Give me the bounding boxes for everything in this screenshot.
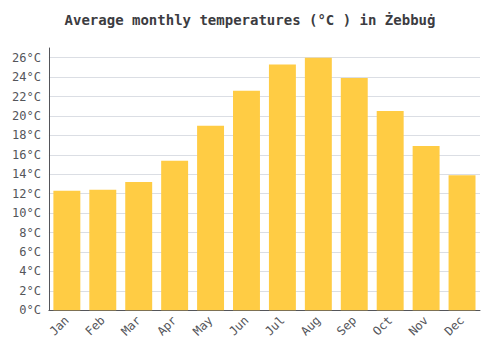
svg-text:2°C: 2°C [19, 284, 41, 298]
svg-text:Dec: Dec [442, 313, 467, 338]
svg-text:0°C: 0°C [19, 303, 41, 317]
svg-text:6°C: 6°C [19, 245, 41, 259]
svg-text:Jul: Jul [262, 313, 287, 338]
svg-text:24°C: 24°C [12, 70, 41, 84]
svg-text:14°C: 14°C [12, 167, 41, 181]
svg-text:22°C: 22°C [12, 90, 41, 104]
svg-text:Sep: Sep [334, 313, 359, 338]
svg-text:20°C: 20°C [12, 109, 41, 123]
svg-text:Jun: Jun [226, 313, 251, 338]
svg-text:Apr: Apr [154, 313, 179, 338]
svg-text:12°C: 12°C [12, 187, 41, 201]
svg-text:Mar: Mar [118, 313, 143, 338]
svg-text:26°C: 26°C [12, 51, 41, 65]
svg-text:Jan: Jan [47, 313, 72, 338]
svg-text:Feb: Feb [83, 313, 108, 338]
svg-text:8°C: 8°C [19, 226, 41, 240]
svg-text:10°C: 10°C [12, 206, 41, 220]
svg-text:Aug: Aug [298, 313, 323, 338]
svg-text:Nov: Nov [406, 313, 431, 338]
svg-text:16°C: 16°C [12, 148, 41, 162]
svg-text:Average monthly temperatures (: Average monthly temperatures (°C ) in Że… [65, 12, 436, 28]
svg-text:4°C: 4°C [19, 264, 41, 278]
svg-text:18°C: 18°C [12, 128, 41, 142]
svg-text:May: May [190, 313, 215, 338]
svg-text:Oct: Oct [370, 313, 395, 338]
